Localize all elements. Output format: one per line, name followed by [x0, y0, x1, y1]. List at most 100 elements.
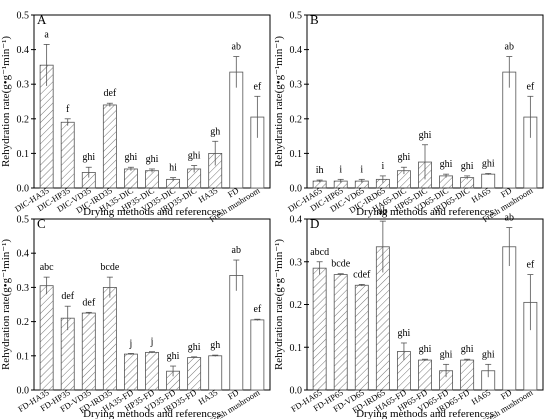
y-tick-label: 0.4 [290, 45, 303, 56]
significance-letter: ghi [167, 351, 180, 362]
significance-letter: def [82, 297, 95, 308]
panel-letter: D [310, 216, 319, 231]
y-tick-label: 0.1 [290, 343, 303, 354]
y-axis-label: Rehydration rate(g•g⁻¹min⁻¹) [0, 239, 12, 370]
bar [502, 246, 517, 391]
panel-letter: A [37, 12, 47, 27]
y-tick-label: 0.0 [290, 386, 303, 397]
significance-letter: ef [526, 81, 534, 92]
significance-letter: ef [253, 304, 261, 315]
y-tick-label: 0.2 [17, 114, 30, 125]
y-tick-label: 0.0 [290, 184, 303, 195]
significance-letter: ab [232, 42, 241, 53]
significance-letter: ghi [188, 151, 201, 162]
significance-letter: ghi [398, 328, 411, 339]
y-tick-label: 0.3 [17, 80, 30, 91]
y-axis-label: Rehydration rate(g•g⁻¹min⁻¹) [273, 239, 285, 370]
significance-letter: i [339, 164, 342, 175]
bar [208, 355, 223, 391]
significance-letter: j [129, 338, 133, 349]
significance-letter: ef [253, 81, 261, 92]
panel-letter: B [310, 12, 319, 27]
significance-letter: bcde [331, 259, 350, 270]
chart-panel-a: A 0.0 0.1 0.2 0.3 0.4 0.5 Rehydration rate(g•g⁻… [0, 11, 271, 224]
y-axis-label: Rehydration rate(g•g⁻¹min⁻¹) [273, 36, 285, 167]
significance-letter: ghi [398, 152, 411, 163]
bar [60, 121, 75, 189]
significance-letter: i [360, 164, 363, 175]
significance-letter: ghi [461, 344, 474, 355]
significance-letter: ih [316, 165, 324, 176]
y-tick-label: 0.4 [290, 215, 303, 226]
bar [418, 359, 432, 391]
bar [250, 319, 265, 391]
significance-letter: bcde [100, 262, 119, 273]
significance-letter: ghi [482, 158, 495, 169]
significance-letter: ghi [440, 349, 453, 360]
y-tick-label: 0.0 [17, 184, 30, 195]
bar [229, 275, 244, 391]
bar [102, 104, 117, 189]
significance-letter: ghi [482, 349, 495, 360]
significance-letter: gh [210, 126, 220, 137]
y-tick-label: 0.0 [17, 386, 30, 397]
bar [460, 359, 475, 391]
y-tick-label: 0.3 [290, 257, 303, 268]
y-tick-label: 0.1 [17, 149, 30, 160]
bar [312, 267, 327, 391]
significance-letter: ghi [419, 130, 432, 141]
significance-letter: j [150, 337, 154, 348]
chart-panel-b: B 0.0 0.1 0.2 0.3 0.4 0.5 Rehydration rate(g•g⁻… [273, 11, 544, 224]
significance-letter: ab [232, 245, 241, 256]
significance-letter: ab [378, 206, 387, 217]
bar [229, 71, 244, 189]
significance-letter: a [44, 29, 49, 40]
category-label: FD [226, 387, 241, 401]
significance-letter: ghi [82, 152, 95, 163]
y-tick-label: 0.2 [17, 317, 30, 328]
significance-letter: ab [505, 213, 514, 224]
significance-letter: def [61, 291, 74, 302]
y-tick-label: 0.5 [17, 215, 30, 226]
bar [123, 353, 138, 391]
bar [354, 284, 369, 391]
y-tick-label: 0.4 [17, 45, 30, 56]
significance-letter: abcd [310, 247, 329, 258]
bar [39, 285, 54, 391]
significance-letter: abc [40, 262, 54, 273]
category-label: FD [226, 185, 241, 199]
x-axis-label: Drying methods and references [83, 206, 221, 218]
significance-letter: ef [526, 260, 534, 271]
significance-letter: def [103, 88, 116, 99]
significance-letter: hi [169, 163, 177, 174]
x-axis-label: Drying methods and references [356, 206, 494, 218]
category-label: FD [499, 387, 514, 401]
chart-panel-d: D 0.0 0.1 0.2 0.3 0.4 Rehydration rate(g•g⁻¹mi… [273, 206, 544, 419]
significance-letter: ghi [125, 152, 138, 163]
panel-letter: C [37, 216, 46, 231]
chart-panel-c: C 0.0 0.1 0.2 0.3 0.4 0.5 Rehydration rate(g•g⁻… [0, 215, 271, 419]
significance-letter: f [66, 104, 70, 115]
y-tick-label: 0.2 [290, 114, 303, 125]
x-axis-label: Drying methods and references [356, 408, 494, 419]
significance-letter: ghi [188, 342, 201, 353]
y-tick-label: 0.3 [290, 80, 303, 91]
significance-letter: cdef [353, 269, 371, 280]
bar [187, 357, 202, 391]
significance-letter: ghi [146, 154, 159, 165]
bar [333, 274, 348, 391]
category-label: FD [499, 185, 514, 199]
y-axis-label: Rehydration rate(g•g⁻¹min⁻¹) [0, 36, 12, 167]
bar [502, 71, 517, 189]
y-tick-label: 0.5 [17, 11, 30, 22]
significance-letter: i [381, 161, 384, 172]
significance-letter: ghi [419, 344, 432, 355]
y-tick-label: 0.4 [17, 249, 30, 260]
y-tick-label: 0.5 [290, 11, 303, 22]
bar [145, 170, 159, 189]
bar [81, 312, 96, 391]
significance-letter: ab [505, 42, 514, 53]
bar [145, 351, 159, 391]
bar [481, 173, 496, 189]
